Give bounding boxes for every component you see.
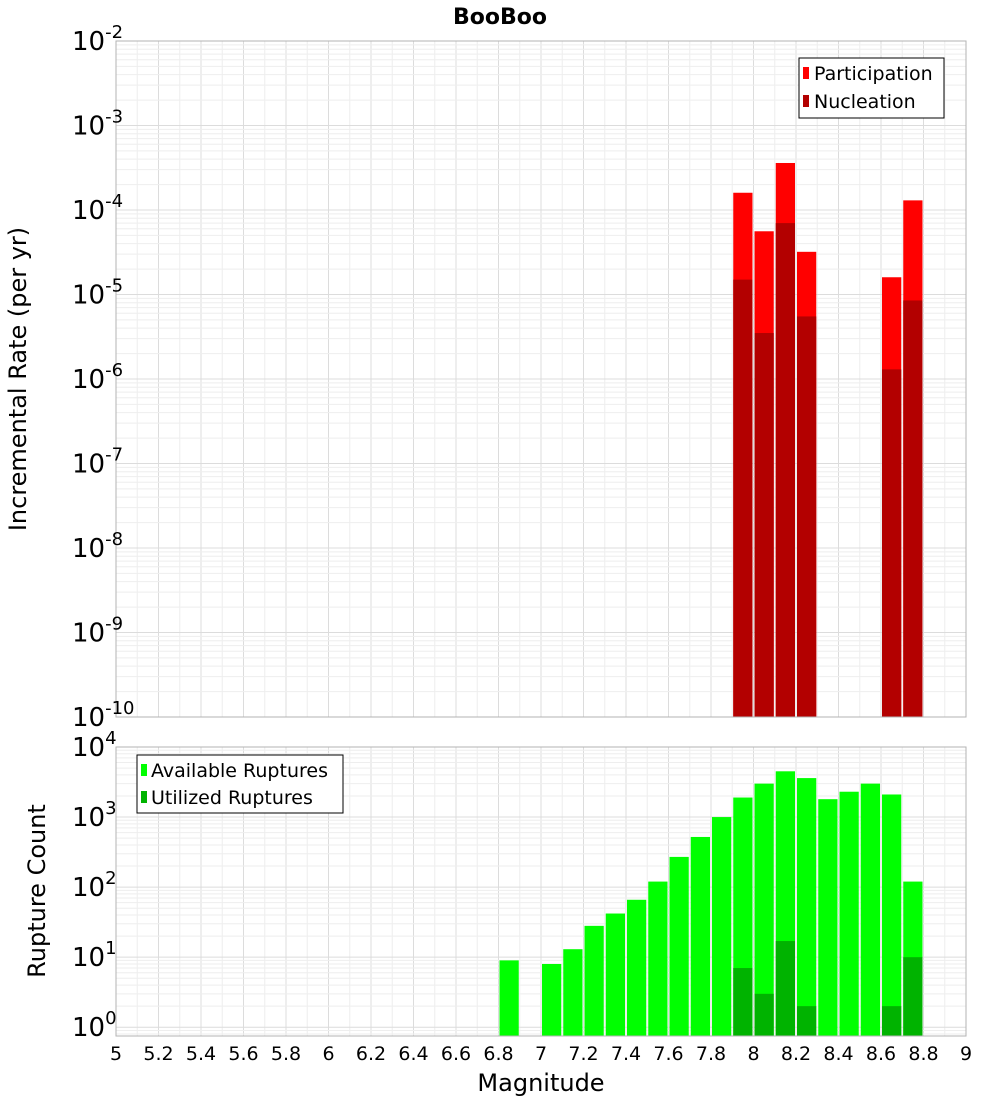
bar-nucleation <box>775 223 795 717</box>
x-tick-label: 8.8 <box>908 1043 938 1065</box>
x-axis-label: Magnitude <box>477 1069 604 1097</box>
bar-utilized-ruptures <box>733 968 753 1036</box>
bar-nucleation <box>754 333 774 717</box>
top-legend: Participation Nucleation <box>798 57 945 119</box>
bar-available-ruptures <box>860 783 880 1036</box>
bar-available-ruptures <box>882 794 902 1036</box>
y-tick-label: 10-10 <box>72 698 135 733</box>
x-tick-label: 6 <box>322 1043 334 1065</box>
top-chart-rate-plot: 10-10 10-9 10-8 10-7 10-6 10-5 10-4 10-3 10-2 In… <box>4 22 967 733</box>
y-tick-label: 10-6 <box>72 360 123 395</box>
y-tick-label: 10-2 <box>72 22 123 57</box>
bar-nucleation <box>797 316 817 717</box>
top-legend-box <box>798 57 945 119</box>
bar-available-ruptures <box>542 963 562 1036</box>
y-tick-label: 10-3 <box>72 107 123 142</box>
x-tick-label: 6.6 <box>441 1043 471 1065</box>
bottom-legend-box <box>136 754 344 814</box>
top-y-axis-label: Incremental Rate (per yr) <box>4 227 32 531</box>
bar-nucleation <box>882 369 902 717</box>
bottom-plot-frame <box>115 746 967 1037</box>
y-tick-label: 103 <box>72 798 117 833</box>
y-tick-label: 100 <box>72 1008 117 1043</box>
y-tick-label: 10-7 <box>72 445 123 480</box>
legend-utilized-swatch <box>141 791 147 803</box>
top-gridlines <box>115 40 967 718</box>
y-tick-label: 102 <box>72 868 117 903</box>
x-tick-label: 5.4 <box>186 1043 216 1065</box>
bar-available-ruptures <box>754 783 774 1036</box>
chart-title: BooBoo <box>453 5 547 30</box>
legend-nucleation-swatch <box>803 95 809 107</box>
x-tick-label: 7.4 <box>611 1043 641 1065</box>
top-bars <box>733 162 923 718</box>
bar-available-ruptures <box>839 791 859 1036</box>
x-tick-label: 9 <box>960 1043 972 1065</box>
bottom-legend: Available Ruptures Utilized Ruptures <box>136 754 344 814</box>
bottom-y-tick-labels: 100 101 102 103 104 <box>72 728 117 1043</box>
x-tick-label: 7 <box>535 1043 547 1065</box>
top-y-tick-labels: 10-10 10-9 10-8 10-7 10-6 10-5 10-4 10-3 10-2 <box>72 22 135 733</box>
x-tick-label: 6.4 <box>398 1043 428 1065</box>
bottom-chart-rupture-count: 100 101 102 103 104 5 5.2 5.4 5.6 5.8 6 6.2 6.4 6.6 6… <box>23 728 972 1097</box>
x-tick-label: 5.2 <box>143 1043 173 1065</box>
y-tick-label: 10-5 <box>72 276 123 311</box>
x-tick-label: 8.2 <box>781 1043 811 1065</box>
top-plot-frame <box>115 40 967 718</box>
bar-available-ruptures <box>712 817 732 1036</box>
legend-participation-label: Participation <box>814 63 933 85</box>
bar-available-ruptures <box>690 836 710 1036</box>
legend-available-swatch <box>141 764 147 776</box>
bar-utilized-ruptures <box>882 1006 902 1036</box>
bar-nucleation <box>733 279 753 717</box>
x-tick-labels: 5 5.2 5.4 5.6 5.8 6 6.2 6.4 6.6 6.8 7 7.2 7.4 7.6 7.8 8… <box>110 1043 972 1065</box>
bar-nucleation <box>903 300 923 717</box>
bar-available-ruptures <box>669 856 689 1036</box>
x-tick-label: 7.8 <box>696 1043 726 1065</box>
x-tick-label: 8 <box>747 1043 759 1065</box>
y-tick-label: 10-4 <box>72 191 123 226</box>
bar-available-ruptures <box>499 960 519 1036</box>
x-tick-label: 7.6 <box>653 1043 683 1065</box>
bottom-bars <box>499 771 923 1036</box>
x-tick-label: 7.2 <box>568 1043 598 1065</box>
x-tick-label: 6.8 <box>483 1043 513 1065</box>
x-tick-label: 8.4 <box>823 1043 853 1065</box>
legend-nucleation-label: Nucleation <box>814 91 916 113</box>
bar-available-ruptures <box>648 881 668 1036</box>
bar-available-ruptures <box>584 925 604 1036</box>
y-tick-label: 101 <box>72 938 117 973</box>
bar-utilized-ruptures <box>754 993 774 1036</box>
legend-participation-swatch <box>803 67 809 79</box>
legend-utilized-label: Utilized Ruptures <box>151 787 313 809</box>
bar-available-ruptures <box>605 913 625 1036</box>
y-tick-label: 10-8 <box>72 529 123 564</box>
bar-available-ruptures <box>563 949 583 1036</box>
bar-available-ruptures <box>797 778 817 1036</box>
y-tick-label: 104 <box>72 728 117 763</box>
x-tick-label: 6.2 <box>356 1043 386 1065</box>
bar-utilized-ruptures <box>775 941 795 1036</box>
x-tick-label: 5 <box>110 1043 122 1065</box>
bottom-y-axis-label: Rupture Count <box>23 804 51 978</box>
x-tick-label: 5.6 <box>228 1043 258 1065</box>
x-tick-label: 8.6 <box>866 1043 896 1065</box>
x-tick-label: 5.8 <box>271 1043 301 1065</box>
bar-utilized-ruptures <box>903 957 923 1036</box>
legend-available-label: Available Ruptures <box>151 760 328 782</box>
y-tick-label: 10-9 <box>72 614 123 649</box>
bar-available-ruptures <box>627 899 647 1036</box>
bar-utilized-ruptures <box>797 1006 817 1036</box>
bar-available-ruptures <box>818 799 838 1036</box>
